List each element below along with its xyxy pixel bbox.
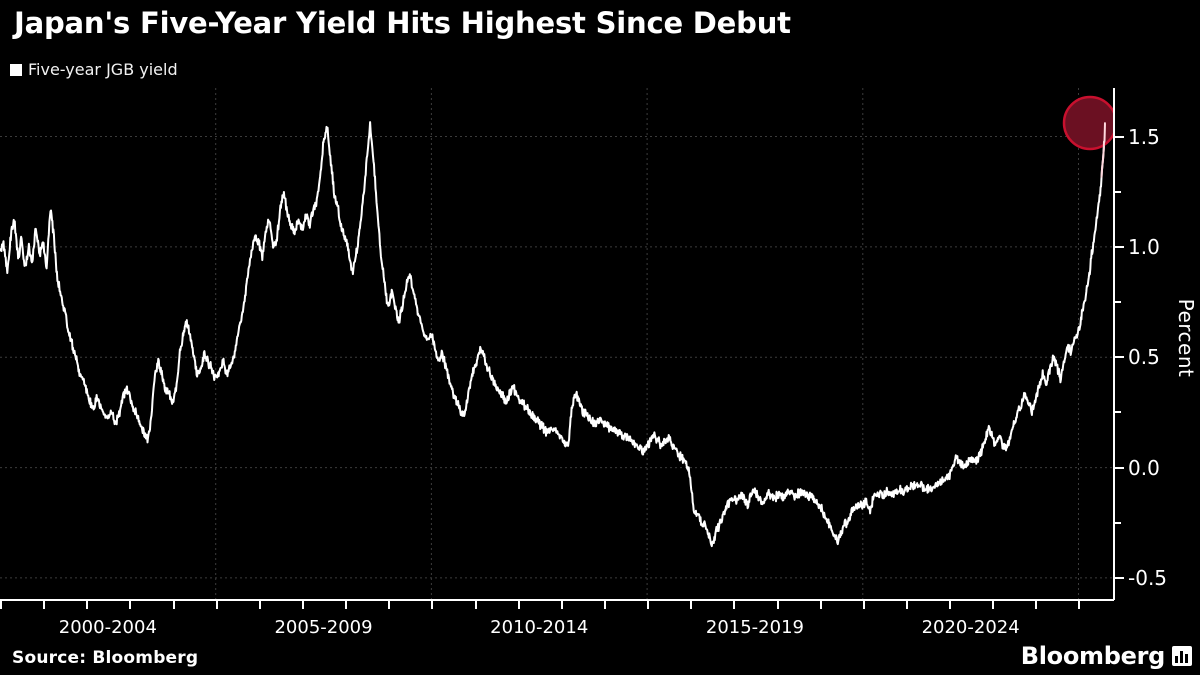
x-axis-tick [474,601,477,609]
x-axis-tick-label: 2010-2014 [490,617,589,638]
x-axis-tick-label: 2020-2024 [921,617,1020,638]
y-axis-tick [1115,135,1124,138]
bloomberg-terminal-icon [1172,646,1192,666]
x-axis-tick [776,601,779,609]
x-axis-tick [86,601,89,609]
y-axis-minor-tick [1115,301,1121,304]
x-axis-tick [215,601,218,609]
x-axis-tick [258,601,261,609]
square-marker-icon [10,63,22,76]
y-axis-tick [1115,356,1124,359]
y-axis-title: Percent [1174,298,1198,377]
source-note: Source: Bloomberg [12,648,199,668]
bloomberg-branding: Bloomberg [1021,644,1192,668]
y-axis-tick [1115,245,1124,248]
x-axis-tick [647,601,650,609]
y-axis-minor-tick [1115,411,1121,414]
x-axis-tick [43,601,46,609]
x-axis-tick [1078,601,1081,609]
legend-item-label: Five-year JGB yield [28,60,178,79]
x-axis-line [0,599,1114,601]
page-title: Japan's Five-Year Yield Hits Highest Sin… [14,6,791,40]
plot-area [0,88,1113,600]
x-axis-tick-label: 2000-2004 [58,617,157,638]
y-axis-tick-label: 1.0 [1128,234,1160,259]
y-axis-line [1113,88,1115,600]
x-axis-tick [949,601,952,609]
x-axis-tick-label: 2005-2009 [274,617,373,638]
x-axis-tick [862,601,865,609]
x-axis-tick [690,601,693,609]
y-axis-tick-label: 0.0 [1128,455,1160,480]
x-axis-tick [603,601,606,609]
data-series-line [0,121,1107,548]
brand-wordmark: Bloomberg [1020,642,1166,670]
x-axis-tick [992,601,995,609]
x-axis-tick [431,601,434,609]
x-axis-tick [560,601,563,609]
x-axis-tick [388,601,391,609]
chart-canvas [0,88,1113,600]
y-axis-tick-label: -0.5 [1128,565,1168,590]
x-axis-tick [172,601,175,609]
y-axis-tick-label: 1.5 [1128,124,1160,149]
data-series-line-tail [1100,122,1106,178]
y-axis-tick [1115,576,1124,579]
x-axis-tick [129,601,132,609]
x-axis-tick-label: 2015-2019 [705,617,804,638]
y-axis-tick-label: 0.5 [1128,345,1160,370]
x-axis-tick [1035,601,1038,609]
x-axis-tick [517,601,520,609]
x-axis-tick [301,601,304,609]
x-axis-tick [905,601,908,609]
y-axis-minor-tick [1115,521,1121,524]
x-axis-tick [0,601,2,609]
latest-value-highlight [1062,95,1113,151]
x-axis-tick [345,601,348,609]
x-axis-tick [819,601,822,609]
y-axis-tick [1115,466,1124,469]
x-axis-tick [733,601,736,609]
y-axis-minor-tick [1115,190,1121,193]
chart-legend: Five-year JGB yield [10,60,178,79]
